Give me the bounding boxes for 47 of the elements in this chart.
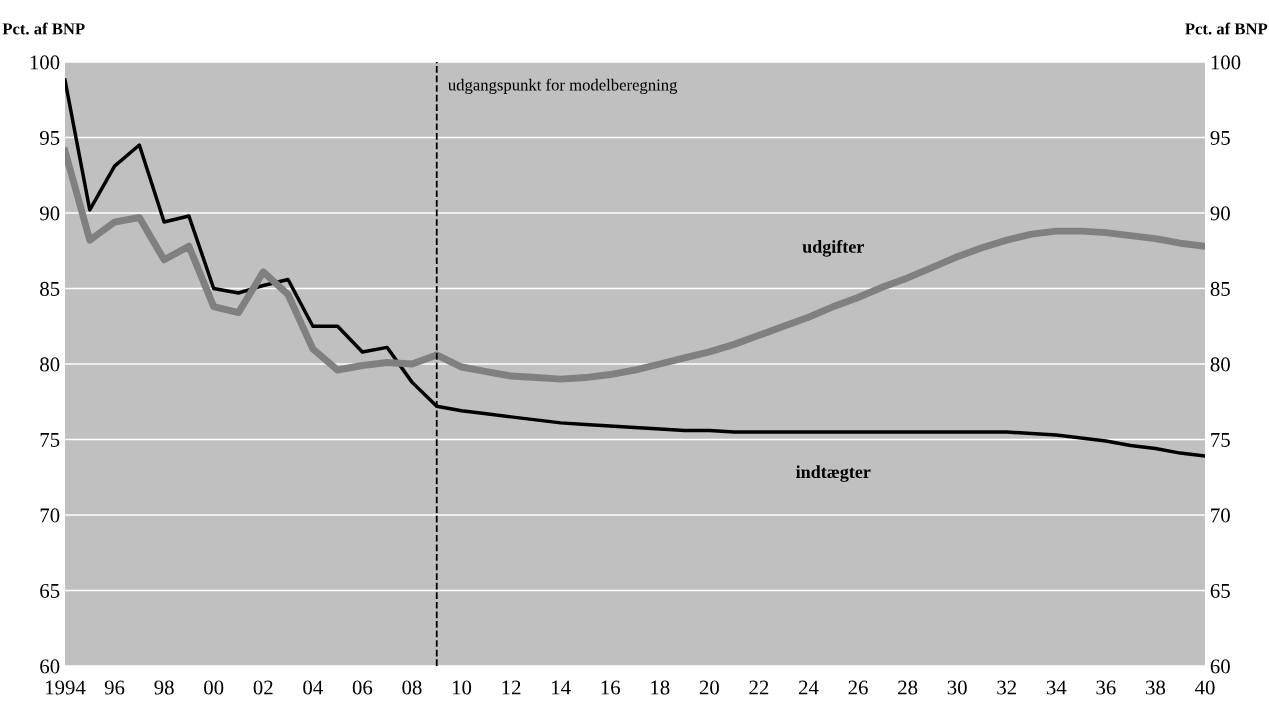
x-tick-label: 96 <box>104 680 125 695</box>
y2-tick-label: 90 <box>1210 206 1230 221</box>
y-tick-label: 80 <box>40 357 60 372</box>
y2-tick-label: 100 <box>1211 55 1241 70</box>
x-tick-label: 04 <box>303 680 323 695</box>
x-tick-label: 06 <box>352 680 373 695</box>
x-tick-label: 12 <box>502 680 521 695</box>
x-tick-label: 38 <box>1146 680 1166 695</box>
y-tick-label: 60 <box>40 659 60 674</box>
y2-tick-label: 80 <box>1210 357 1230 372</box>
y-axis-title: Pct. af BNP <box>2 22 85 35</box>
y2-tick-label: 95 <box>1210 130 1230 145</box>
x-tick-label: 08 <box>402 680 422 695</box>
y-tick-label: 90 <box>39 206 60 221</box>
x-tick-label: 20 <box>699 680 719 695</box>
x-tick-label: 10 <box>452 680 472 695</box>
y2-tick-label: 75 <box>1211 433 1230 447</box>
x-tick-label: 24 <box>798 680 819 695</box>
y-tick-label: 65 <box>40 583 60 598</box>
x-tick-label: 16 <box>601 680 621 695</box>
x-tick-label: 02 <box>253 680 273 695</box>
x-tick-label: 28 <box>898 680 918 695</box>
x-tick-label: 1994 <box>46 680 86 695</box>
ref-line-label: udgangspunkt for modelberegning <box>448 78 678 94</box>
x-tick-label: 34 <box>1046 680 1067 695</box>
x-tick-label: 14 <box>552 680 571 695</box>
x-tick-label: 36 <box>1096 680 1116 695</box>
series-label: udgifter <box>802 239 864 257</box>
y2-tick-label: 65 <box>1210 583 1230 598</box>
y2-tick-label: 85 <box>1210 281 1230 296</box>
x-tick-label: 00 <box>204 680 224 695</box>
x-tick-label: 26 <box>848 680 868 695</box>
y-tick-label: 75 <box>40 433 60 447</box>
x-tick-label: 98 <box>154 680 174 695</box>
y2-tick-label: 60 <box>1210 659 1230 674</box>
x-tick-label: 30 <box>947 680 967 695</box>
x-tick-label: 18 <box>651 680 670 695</box>
x-tick-label: 32 <box>997 680 1017 695</box>
y2-axis-title: Pct. af BNP <box>1185 22 1268 35</box>
y2-tick-label: 70 <box>1211 508 1230 523</box>
y-tick-label: 100 <box>30 55 60 70</box>
y-tick-label: 85 <box>40 281 60 296</box>
x-tick-label: 22 <box>749 680 769 695</box>
series-label: indtægter <box>796 465 871 482</box>
x-tick-label: 40 <box>1194 680 1215 695</box>
y-tick-label: 95 <box>39 130 60 145</box>
y-tick-label: 70 <box>40 508 60 523</box>
